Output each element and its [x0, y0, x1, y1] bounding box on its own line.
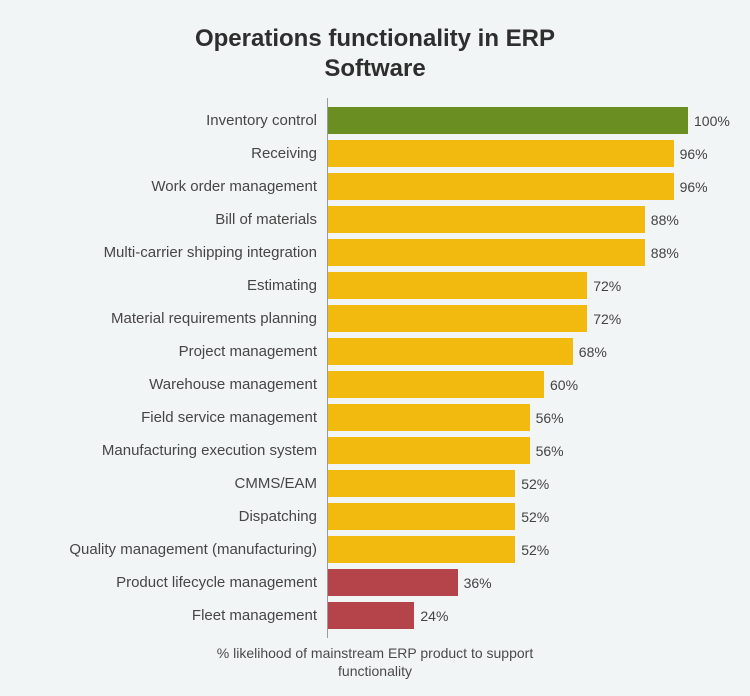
chart-caption: % likelihood of mainstream ERP product t… — [185, 644, 565, 680]
bar-label: Material requirements planning — [18, 310, 327, 327]
bar-value: 88% — [651, 245, 679, 261]
bar — [328, 338, 573, 365]
bar — [328, 470, 515, 497]
bar-label: Quality management (manufacturing) — [18, 541, 327, 558]
chart-row: Material requirements planning 72% — [18, 302, 732, 335]
bar-label: Receiving — [18, 145, 327, 162]
bar-value: 88% — [651, 212, 679, 228]
bar — [328, 602, 414, 629]
bar — [328, 371, 544, 398]
bar-value: 36% — [464, 575, 492, 591]
bar-label: Field service management — [18, 409, 327, 426]
bar — [328, 140, 674, 167]
chart-row: Inventory control 100% — [18, 104, 732, 137]
bar-value: 96% — [680, 179, 708, 195]
bar-label: CMMS/EAM — [18, 475, 327, 492]
bar — [328, 305, 587, 332]
chart-row: Product lifecycle management 36% — [18, 566, 732, 599]
bar — [328, 503, 515, 530]
bar — [328, 569, 458, 596]
chart-row: Dispatching 52% — [18, 500, 732, 533]
bar-value: 56% — [536, 410, 564, 426]
bar-label: Multi-carrier shipping integration — [18, 244, 327, 261]
bar — [328, 206, 645, 233]
bar — [328, 437, 530, 464]
bar — [328, 404, 530, 431]
bar — [328, 272, 587, 299]
bar-value: 52% — [521, 476, 549, 492]
bar — [328, 239, 645, 266]
chart-row: Quality management (manufacturing) 52% — [18, 533, 732, 566]
bar-label: Fleet management — [18, 607, 327, 624]
bar-label: Inventory control — [18, 112, 327, 129]
axis-bottom — [18, 632, 732, 638]
bar-label: Work order management — [18, 178, 327, 195]
bar-value: 56% — [536, 443, 564, 459]
chart-row: CMMS/EAM 52% — [18, 467, 732, 500]
bar-label: Dispatching — [18, 508, 327, 525]
chart-row: Multi-carrier shipping integration 88% — [18, 236, 732, 269]
bar-value: 72% — [593, 311, 621, 327]
bar — [328, 536, 515, 563]
bar-value: 60% — [550, 377, 578, 393]
bar-label: Estimating — [18, 277, 327, 294]
chart-row: Field service management 56% — [18, 401, 732, 434]
chart-row: Fleet management 24% — [18, 599, 732, 632]
chart-row: Receiving 96% — [18, 137, 732, 170]
bar-value: 52% — [521, 542, 549, 558]
bar-label: Product lifecycle management — [18, 574, 327, 591]
chart-row: Bill of materials 88% — [18, 203, 732, 236]
chart-row: Warehouse management 60% — [18, 368, 732, 401]
bar-value: 68% — [579, 344, 607, 360]
bar-label: Bill of materials — [18, 211, 327, 228]
bar-label: Project management — [18, 343, 327, 360]
bar-value: 24% — [420, 608, 448, 624]
bar — [328, 173, 674, 200]
bar — [328, 107, 688, 134]
chart-row: Estimating 72% — [18, 269, 732, 302]
bar-chart: Inventory control100%Receiving96%Work or… — [18, 104, 732, 632]
bar-value: 72% — [593, 278, 621, 294]
bar-value: 96% — [680, 146, 708, 162]
chart-row: Work order management 96% — [18, 170, 732, 203]
chart-row: Project management 68% — [18, 335, 732, 368]
bar-value: 52% — [521, 509, 549, 525]
chart-title: Operations functionality in ERP Software — [185, 24, 565, 84]
chart-row: Manufacturing execution system 56% — [18, 434, 732, 467]
bar-value: 100% — [694, 113, 730, 129]
bar-label: Manufacturing execution system — [18, 442, 327, 459]
bar-label: Warehouse management — [18, 376, 327, 393]
